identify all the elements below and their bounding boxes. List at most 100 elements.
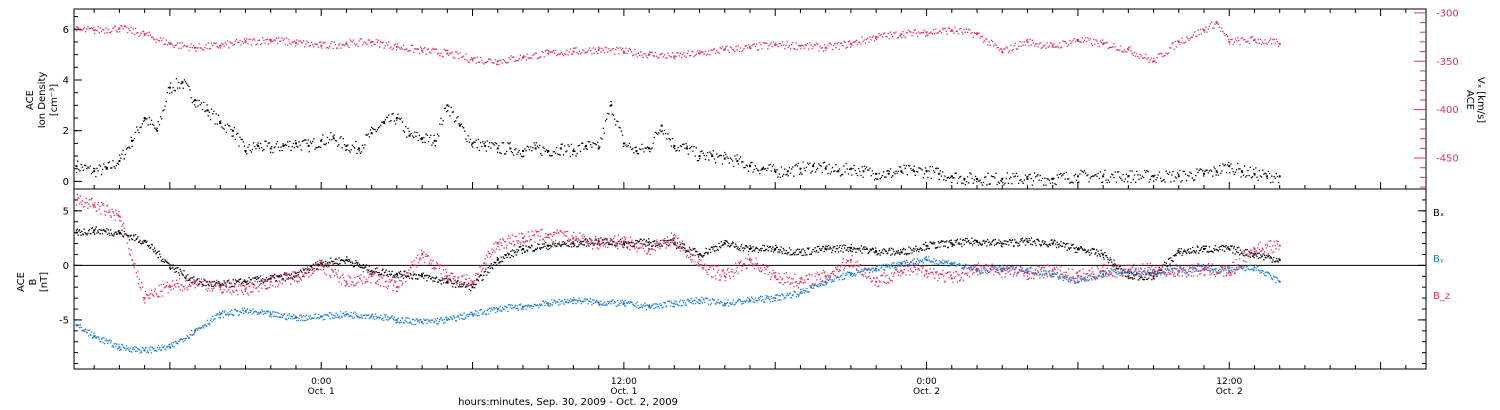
ion-density-sample <box>541 154 543 156</box>
bx-sample <box>644 245 647 247</box>
ion-density-sample <box>1113 176 1115 179</box>
vx-sample <box>995 44 997 46</box>
ion-density-sample <box>352 146 355 148</box>
by-sample <box>228 313 231 315</box>
bx-sample <box>1067 242 1069 245</box>
ion-density-sample <box>830 171 833 173</box>
vx-sample <box>541 50 543 53</box>
ion-density-sample <box>655 132 658 134</box>
bx-sample <box>480 274 483 277</box>
by-sample <box>357 316 359 318</box>
vx-sample <box>978 32 980 34</box>
vx-sample <box>179 42 181 44</box>
ion-density-sample <box>956 182 959 184</box>
by-sample <box>598 304 601 307</box>
bx-sample <box>116 233 118 235</box>
bx-sample <box>1271 261 1273 263</box>
vx-sample <box>196 47 198 49</box>
by-sample <box>529 305 532 307</box>
vx-sample <box>584 52 586 54</box>
bx-sample <box>675 247 678 249</box>
ion-density-sample <box>865 166 868 168</box>
bx-sample <box>907 253 909 255</box>
by-sample <box>391 315 393 317</box>
ion-density-sample <box>460 123 463 125</box>
bx-sample <box>151 244 153 246</box>
ion-density-sample <box>764 168 767 170</box>
vx-sample <box>442 56 444 58</box>
vx-sample <box>348 46 350 49</box>
ion-density-sample <box>434 145 436 147</box>
bx-sample <box>104 230 106 232</box>
by-series <box>75 256 1281 354</box>
bx-sample <box>832 247 834 249</box>
bx-sample <box>769 246 771 248</box>
bx-sample <box>802 248 804 250</box>
vx-point <box>421 49 424 52</box>
ion-density-sample <box>1186 179 1188 182</box>
vx-sample <box>96 30 98 32</box>
by-sample <box>554 302 557 304</box>
vx-sample <box>383 47 385 49</box>
bx-sample <box>579 240 582 242</box>
vx-sample <box>940 32 943 34</box>
vx-sample <box>1043 45 1045 47</box>
ion-density-point <box>1228 165 1231 168</box>
ion-density-sample <box>551 154 553 157</box>
ion-density-sample <box>96 167 98 170</box>
vx-sample <box>601 47 603 50</box>
vx-sample <box>629 49 632 51</box>
bx-point <box>1177 251 1180 254</box>
bx-sample <box>75 229 78 231</box>
vx-point <box>1051 45 1054 48</box>
ion-density-sample <box>409 133 411 135</box>
by-sample <box>449 315 452 318</box>
ion-density-point <box>446 104 449 107</box>
bx-sample <box>634 243 636 245</box>
bx-sample <box>647 244 649 246</box>
by-sample <box>82 330 85 332</box>
vx-sample <box>792 41 794 44</box>
bx-sample <box>840 247 843 250</box>
ion-density-sample <box>895 170 897 172</box>
by-sample <box>460 314 462 317</box>
bx-sample <box>1032 240 1034 243</box>
vx-sample <box>245 39 247 42</box>
vx-sample <box>151 36 154 38</box>
bx-sample <box>365 264 368 266</box>
ion-density-sample <box>781 175 784 177</box>
bx-sample <box>659 245 661 248</box>
ion-density-sample <box>697 159 700 162</box>
vx-sample <box>420 47 423 50</box>
vx-sample <box>843 40 845 43</box>
by-sample <box>358 316 360 318</box>
ion-density-sample <box>1140 177 1142 179</box>
bx-sample <box>1014 239 1016 241</box>
vx-sample <box>602 49 604 52</box>
bx-sample <box>996 242 998 245</box>
ion-density-sample <box>78 168 80 171</box>
vx-sample <box>239 39 241 42</box>
bx-sample <box>1046 243 1048 246</box>
bx-sample <box>436 281 439 283</box>
bx-sample <box>435 277 437 279</box>
ion-density-sample <box>679 145 682 147</box>
bx-sample <box>115 231 117 233</box>
bx-sample <box>465 285 467 288</box>
bx-sample <box>694 248 696 250</box>
ion-density-sample <box>451 111 453 113</box>
bx-sample <box>273 276 275 279</box>
bx-sample <box>732 242 735 244</box>
ion-density-sample <box>982 181 985 184</box>
bx-sample <box>342 259 344 262</box>
bx-sample <box>91 227 93 230</box>
ion-density-sample <box>974 175 977 178</box>
by-sample <box>104 340 106 342</box>
ion-density-sample <box>331 139 333 141</box>
vx-sample <box>1223 32 1225 35</box>
by-sample <box>127 347 129 349</box>
ion-density-sample <box>220 120 222 122</box>
bx-sample <box>1242 254 1245 257</box>
vx-sample <box>643 53 645 55</box>
by-sample <box>399 322 401 324</box>
